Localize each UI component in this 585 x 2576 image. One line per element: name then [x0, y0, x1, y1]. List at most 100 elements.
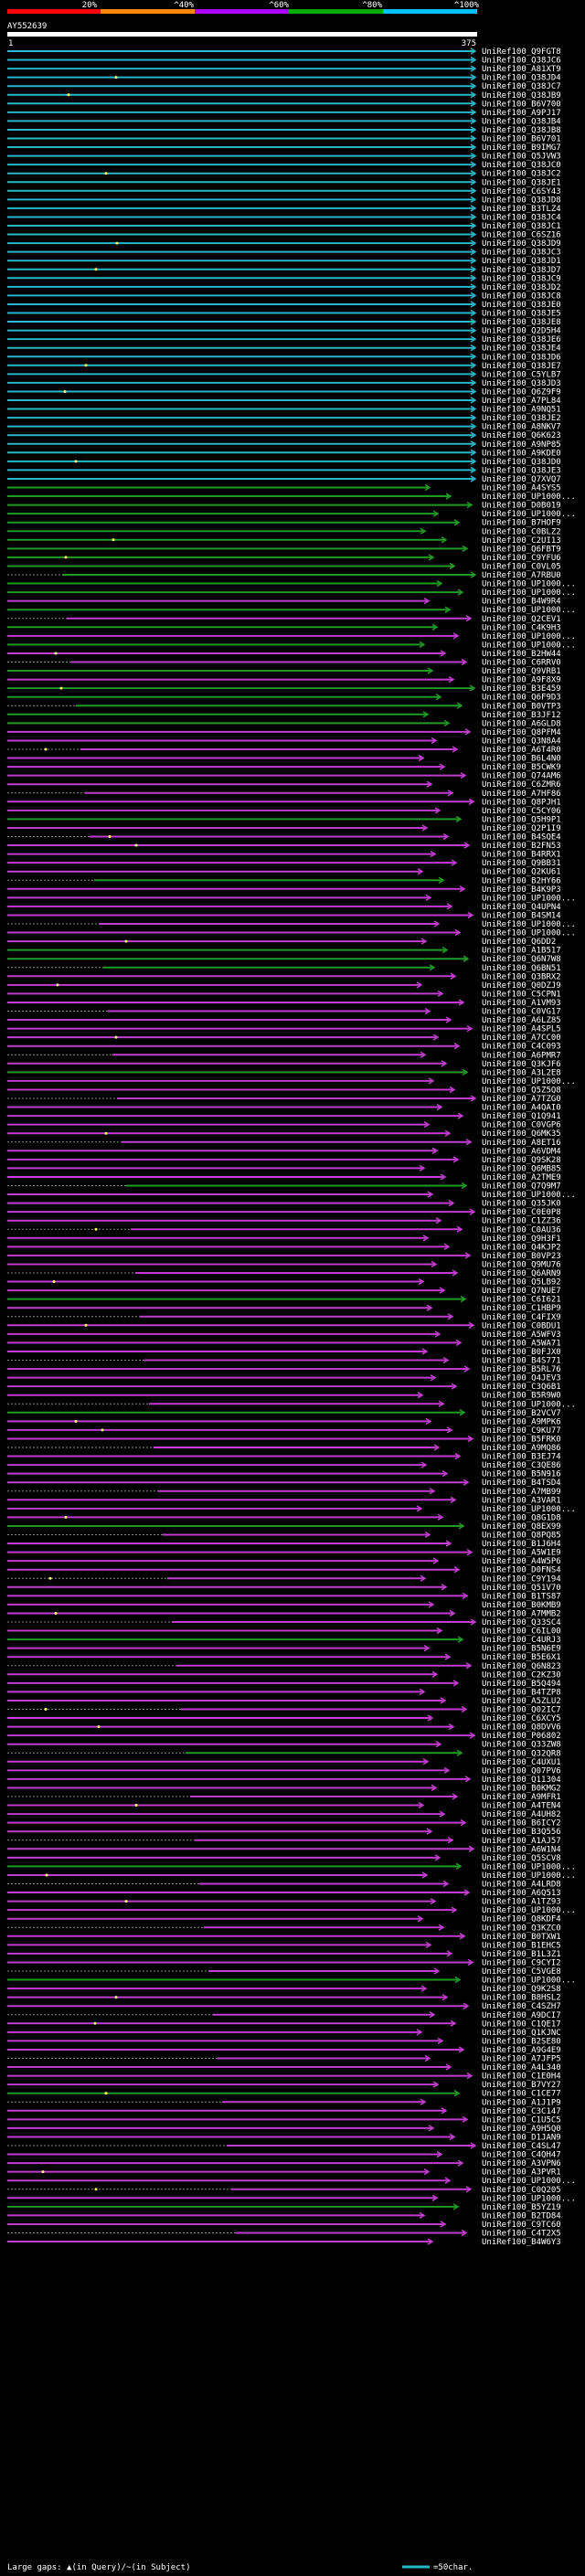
hit-row[interactable]: UniRef100_A5WFV3 [7, 1330, 561, 1340]
hit-row[interactable]: UniRef100_A7MMB2 [7, 1609, 561, 1618]
hit-label[interactable]: UniRef100_UP1000... [482, 1977, 576, 1986]
hit-row[interactable]: UniRef100_UP1000... [7, 588, 576, 598]
hit-label[interactable]: UniRef100_B1J6H4 [482, 1540, 561, 1549]
hit-row[interactable]: UniRef100_C3C147 [7, 2107, 561, 2116]
hit-row[interactable]: UniRef100_C6I621 [7, 1296, 561, 1305]
hit-row[interactable]: UniRef100_Q6MK35 [7, 1129, 561, 1139]
hit-row[interactable]: UniRef100_B2TD84 [7, 2211, 561, 2221]
hit-label[interactable]: UniRef100_C4FIX9 [482, 1313, 561, 1322]
hit-row[interactable]: UniRef100_A3VAR1 [7, 1496, 561, 1505]
hit-label[interactable]: UniRef100_B3E459 [482, 684, 561, 694]
hit-row[interactable]: UniRef100_B1L3Z1 [7, 1950, 561, 1959]
hit-row[interactable]: UniRef100_C0BDU1 [7, 1321, 561, 1330]
hit-row[interactable]: UniRef100_Q5LB92 [7, 1278, 561, 1288]
hit-row[interactable]: UniRef100_Q6FBT9 [7, 545, 561, 554]
hit-label[interactable]: UniRef100_B0TXW1 [482, 1933, 561, 1942]
hit-row[interactable]: UniRef100_A5ZLU2 [7, 1697, 561, 1706]
hit-label[interactable]: UniRef100_B3JF12 [482, 711, 561, 720]
hit-row[interactable]: UniRef100_C6IL00 [7, 1627, 561, 1637]
hit-label[interactable]: UniRef100_C2UI13 [482, 536, 561, 546]
hit-row[interactable]: UniRef100_B0TXW1 [7, 1933, 561, 1942]
hit-label[interactable]: UniRef100_B1L3Z1 [482, 1950, 561, 1959]
hit-row[interactable]: UniRef100_Q2KU61 [7, 868, 561, 877]
hit-row[interactable]: UniRef100_Q38JC0 [7, 161, 561, 170]
hit-row[interactable]: UniRef100_Q38JD6 [7, 353, 561, 362]
hit-label[interactable]: UniRef100_B4TSD4 [482, 1479, 561, 1488]
hit-label[interactable]: UniRef100_Q1KJNC [482, 2029, 561, 2038]
hit-label[interactable]: UniRef100_Q74AM6 [482, 772, 561, 781]
hit-row[interactable]: UniRef100_C0Q205 [7, 2186, 561, 2195]
hit-label[interactable]: UniRef100_UP1000... [482, 606, 576, 615]
hit-label[interactable]: UniRef100_B4S771 [482, 1357, 561, 1366]
hit-row[interactable]: UniRef100_Q38JE5 [7, 310, 561, 319]
hit-row[interactable]: UniRef100_C9YFU6 [7, 554, 561, 563]
hit-label[interactable]: UniRef100_B2TD84 [482, 2211, 561, 2221]
hit-row[interactable]: UniRef100_Q1Q941 [7, 1112, 561, 1121]
hit-row[interactable]: UniRef100_A81XT9 [7, 65, 561, 74]
hit-row[interactable]: UniRef100_C5CY06 [7, 807, 561, 816]
hit-label[interactable]: UniRef100_Q4JEV3 [482, 1374, 561, 1383]
hit-label[interactable]: UniRef100_Q8DVV6 [482, 1723, 561, 1733]
hit-row[interactable]: UniRef100_A6LZ85 [7, 1016, 561, 1025]
hit-label[interactable]: UniRef100_Q6MK35 [482, 1129, 561, 1139]
hit-row[interactable]: UniRef100_Q8PJH1 [7, 798, 561, 807]
hit-row[interactable]: UniRef100_Q51V70 [7, 1584, 561, 1593]
hit-label[interactable]: UniRef100_Q8PFM4 [482, 728, 561, 737]
hit-row[interactable]: UniRef100_A9PJ17 [7, 109, 561, 118]
hit-row[interactable]: UniRef100_B7VY27 [7, 2081, 561, 2090]
hit-label[interactable]: UniRef100_Q5H9P1 [482, 815, 561, 824]
hit-label[interactable]: UniRef100_A8NKV7 [482, 423, 561, 432]
hit-label[interactable]: UniRef100_Q8EX99 [482, 1522, 561, 1532]
hit-row[interactable]: UniRef100_Q6ARN9 [7, 1269, 561, 1278]
hit-row[interactable]: UniRef100_Q38JC8 [7, 292, 561, 301]
hit-label[interactable]: UniRef100_A1J1P9 [482, 2098, 561, 2107]
hit-row[interactable]: UniRef100_UP1000... [7, 929, 576, 938]
hit-label[interactable]: UniRef100_Q4KJP2 [482, 1243, 561, 1252]
hit-row[interactable]: UniRef100_Q38JE0 [7, 301, 561, 310]
hit-label[interactable]: UniRef100_A4TEN4 [482, 1802, 561, 1811]
hit-row[interactable]: UniRef100_Q5SCV8 [7, 1854, 561, 1863]
hit-label[interactable]: UniRef100_C4K9H3 [482, 623, 561, 632]
hit-label[interactable]: UniRef100_Q38JD8 [482, 196, 561, 205]
hit-label[interactable]: UniRef100_A7HF86 [482, 790, 561, 799]
hit-row[interactable]: UniRef100_UP1000... [7, 1400, 576, 1409]
hit-label[interactable]: UniRef100_B7VY27 [482, 2081, 561, 2090]
hit-row[interactable]: UniRef100_Q6N7W8 [7, 955, 561, 964]
hit-label[interactable]: UniRef100_Q8PJH1 [482, 798, 561, 807]
hit-row[interactable]: UniRef100_Q3BRX2 [7, 972, 561, 981]
hit-row[interactable]: UniRef100_C1QE17 [7, 2019, 561, 2029]
hit-label[interactable]: UniRef100_Q6ARN9 [482, 1269, 561, 1278]
hit-row[interactable]: UniRef100_C1HBP9 [7, 1304, 561, 1313]
hit-label[interactable]: UniRef100_UP1000... [482, 1906, 576, 1915]
hit-label[interactable]: UniRef100_A7MMB2 [482, 1609, 561, 1618]
hit-row[interactable]: UniRef100_A3VPN6 [7, 2159, 561, 2168]
hit-label[interactable]: UniRef100_A4SPL5 [482, 1025, 561, 1034]
hit-row[interactable]: UniRef100_C1CE77 [7, 2090, 561, 2099]
hit-label[interactable]: UniRef100_B5YZ19 [482, 2203, 561, 2212]
hit-row[interactable]: UniRef100_UP1000... [7, 641, 576, 650]
hit-label[interactable]: UniRef100_Q2KU61 [482, 868, 561, 877]
hit-row[interactable]: UniRef100_UP1000... [7, 580, 576, 589]
hit-label[interactable]: UniRef100_C5CY06 [482, 807, 561, 816]
hit-row[interactable]: UniRef100_Q38JC1 [7, 222, 561, 231]
hit-row[interactable]: UniRef100_A6GLD8 [7, 719, 561, 728]
hit-row[interactable]: UniRef100_A9NP85 [7, 440, 561, 450]
hit-label[interactable]: UniRef100_B4W9R4 [482, 598, 561, 607]
hit-label[interactable]: UniRef100_B4W6Y3 [482, 2238, 561, 2247]
hit-label[interactable]: UniRef100_C4QH47 [482, 2151, 561, 2160]
hit-label[interactable]: UniRef100_Q38JD4 [482, 74, 561, 83]
hit-row[interactable]: UniRef100_B5E6X1 [7, 1653, 561, 1662]
hit-row[interactable]: UniRef100_A4SYS5 [7, 484, 561, 493]
hit-row[interactable]: UniRef100_B6V701 [7, 135, 561, 144]
hit-row[interactable]: UniRef100_Q4KJP2 [7, 1243, 561, 1252]
hit-label[interactable]: UniRef100_A9DCI7 [482, 2011, 561, 2020]
hit-label[interactable]: UniRef100_A6PMR7 [482, 1051, 561, 1060]
hit-row[interactable]: UniRef100_P06802 [7, 1732, 561, 1741]
hit-label[interactable]: UniRef100_A4L340 [482, 2063, 561, 2072]
hit-row[interactable]: UniRef100_Q38JB9 [7, 91, 561, 101]
hit-label[interactable]: UniRef100_B4K9P3 [482, 885, 561, 895]
hit-label[interactable]: UniRef100_Q8PQ85 [482, 1532, 561, 1541]
hit-label[interactable]: UniRef100_UP1000... [482, 1871, 576, 1881]
hit-label[interactable]: UniRef100_UP1000... [482, 2194, 576, 2203]
hit-label[interactable]: UniRef100_UP1000... [482, 920, 576, 929]
